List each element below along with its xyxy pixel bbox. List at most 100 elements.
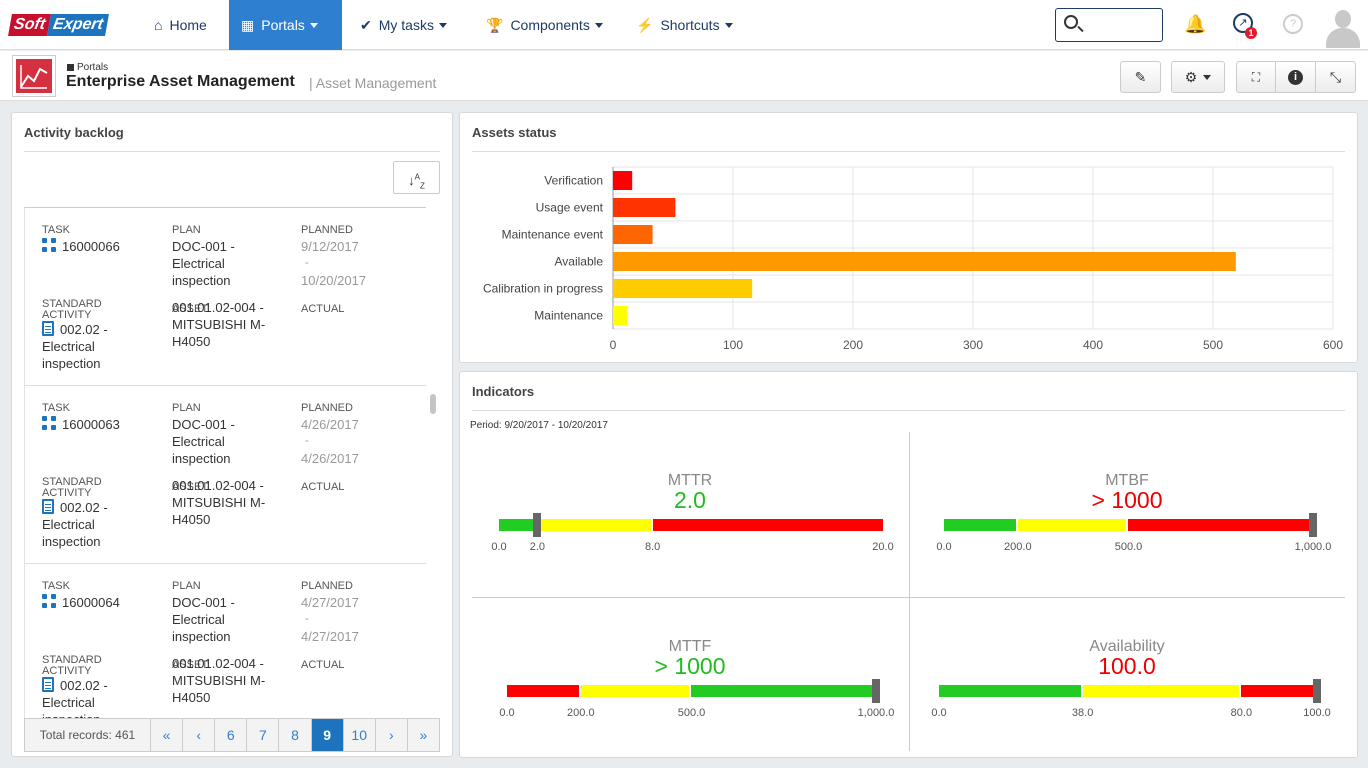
plan-label: PLAN — [172, 580, 201, 592]
gauge-availability: Availability 100.0 0.0 38.0 80.0 100.0 — [909, 598, 1345, 758]
gear-icon: ⚙ — [1184, 68, 1198, 85]
gauge-value: > 1000 — [654, 653, 726, 679]
gauge-value: 2.0 — [674, 487, 706, 513]
list-item[interactable]: TASK 16000064 PLAN PLANNED STANDARD ACTIVITY… — [25, 564, 426, 718]
category-label: Verification — [544, 174, 603, 188]
page-title: Enterprise Asset Management — [66, 73, 295, 90]
page-button[interactable]: » — [419, 727, 428, 743]
panel-title: Assets status — [472, 125, 557, 140]
standard-activity-label: STANDARD ACTIVITY — [42, 654, 102, 677]
gauge-marker — [533, 513, 542, 537]
gauge-band — [1082, 685, 1242, 697]
breadcrumb[interactable]: Portals — [67, 62, 108, 73]
gauge-title: MTTF — [668, 638, 712, 655]
gauge-mtbf: MTBF > 1000 0.0 200.0 500.0 1,000.0 — [909, 432, 1345, 592]
bar[interactable] — [613, 171, 633, 190]
sort-button[interactable]: ↓AZ — [393, 161, 440, 194]
nav-home[interactable]: ⌂ Home — [154, 17, 207, 33]
plan-value: DOC-001 - Electrical inspection — [172, 239, 235, 288]
category-label: Calibration in progress — [483, 282, 603, 296]
bell-icon[interactable]: 🔔 — [1184, 14, 1207, 34]
page-button[interactable]: 7 — [247, 719, 280, 751]
category-label: Available — [555, 255, 604, 269]
actual-label: ACTUAL — [301, 481, 345, 493]
page-button[interactable]: › — [376, 719, 408, 751]
gauge-bar — [944, 519, 1313, 531]
gauge-tick-label: 20.0 — [872, 541, 894, 553]
pagination: Total records: 461 «‹ 6 7 8 9 10 › » — [24, 718, 440, 752]
collapse-button[interactable]: ⤡ — [1315, 61, 1356, 93]
user-avatar[interactable] — [1324, 8, 1362, 48]
clipboard-icon — [42, 499, 54, 514]
x-tick-label: 500 — [1203, 338, 1223, 352]
asset-value: 001.01.02-004 - MITSUBISHI M- H4050 — [172, 478, 266, 527]
x-tick-label: 0 — [610, 338, 617, 352]
page-button[interactable]: 8 — [279, 719, 312, 751]
bar[interactable] — [613, 198, 676, 217]
page-button[interactable]: « — [151, 719, 184, 751]
list-scrollbar[interactable] — [428, 207, 438, 718]
planned-label: PLANNED — [301, 402, 353, 414]
planned-label: PLANNED — [301, 224, 353, 236]
bar[interactable] — [613, 306, 628, 325]
presentation-icon: ⛶ — [1251, 69, 1261, 84]
edit-button[interactable]: ✎ — [1120, 61, 1161, 93]
assets-status-chart: 0 100 200 300 400 500 600 Verification Usage eve… — [483, 166, 1343, 352]
settings-button[interactable]: ⚙ — [1171, 61, 1225, 93]
trophy-icon: 🏆 — [486, 16, 504, 33]
check-icon: ✔ — [360, 16, 372, 33]
assets-status-panel: Assets status 0 100 200 300 400 500 600 Verific… — [459, 112, 1358, 363]
list-item[interactable]: TASK 16000063 PLAN PLANNED STANDARD ACTIVITY… — [25, 386, 426, 564]
nav-my-tasks[interactable]: ✔ My tasks — [348, 0, 466, 50]
gauge-marker — [1309, 513, 1317, 537]
compass-icon[interactable]: ↗ — [1233, 13, 1253, 33]
gauge-tick-label: 200.0 — [567, 707, 595, 719]
standard-activity-label: STANDARD ACTIVITY — [42, 298, 102, 321]
gauge-band — [944, 519, 1018, 531]
gauge-title: MTBF — [1105, 472, 1149, 489]
chart-line-icon — [16, 59, 52, 93]
task-number[interactable]: 16000066 — [42, 238, 120, 255]
gauge-tick-label: 0.0 — [499, 707, 515, 719]
gauge-tick-label: 38.0 — [1071, 707, 1094, 719]
task-label: TASK — [42, 402, 70, 414]
bar[interactable] — [613, 225, 653, 244]
nav-components[interactable]: 🏆 Components — [474, 0, 616, 50]
page-button[interactable]: 10 — [344, 719, 376, 751]
gauge-tick-label: 500.0 — [677, 707, 706, 719]
gauge-title: Availability — [1089, 638, 1165, 655]
gauge-mttf: MTTF > 1000 0.0 200.0 500.0 1,000.0 — [472, 598, 908, 758]
softexpert-logo[interactable]: Soft Expert — [8, 14, 109, 36]
compress-icon: ⤡ — [1329, 68, 1342, 85]
help-icon[interactable]: ? — [1283, 14, 1303, 34]
total-records: Total records: 461 — [25, 719, 151, 751]
workflow-icon — [42, 416, 57, 431]
scrollbar-thumb[interactable] — [430, 394, 436, 414]
gauge-bar — [939, 685, 1317, 697]
chevron-down-icon — [1203, 74, 1212, 80]
nav-portals[interactable]: ▦ Portals — [229, 0, 342, 50]
pencil-icon: ✎ — [1134, 68, 1147, 85]
presentation-button[interactable]: ⛶ — [1236, 61, 1276, 93]
info-button[interactable]: i — [1275, 61, 1316, 93]
chevron-down-icon — [438, 22, 447, 28]
sort-alpha-icon: ↓AZ — [408, 173, 425, 191]
workflow-icon — [42, 238, 57, 253]
grid-icon: ▦ — [241, 16, 255, 33]
bar[interactable] — [613, 252, 1236, 271]
gauge-tick-label: 1,000.0 — [1294, 541, 1332, 553]
gauge-marker — [872, 679, 880, 703]
page-button[interactable]: 6 — [215, 719, 248, 751]
page-button[interactable]: 9 — [311, 719, 344, 751]
search-input[interactable] — [1055, 8, 1163, 42]
standard-activity-label: STANDARD ACTIVITY — [42, 476, 102, 499]
planned-dates: 4/27/2017-4/27/2017 — [301, 595, 359, 644]
list-item[interactable]: TASK 16000066 PLAN PLANNED STANDARD ACTIVITY… — [25, 208, 426, 386]
gauge-band — [939, 685, 1083, 697]
task-number[interactable]: 16000064 — [42, 594, 120, 611]
page-button[interactable]: ‹ — [183, 719, 216, 751]
task-number[interactable]: 16000063 — [42, 416, 120, 433]
bar[interactable] — [613, 279, 753, 298]
nav-shortcuts[interactable]: ⚡ Shortcuts — [624, 0, 746, 50]
